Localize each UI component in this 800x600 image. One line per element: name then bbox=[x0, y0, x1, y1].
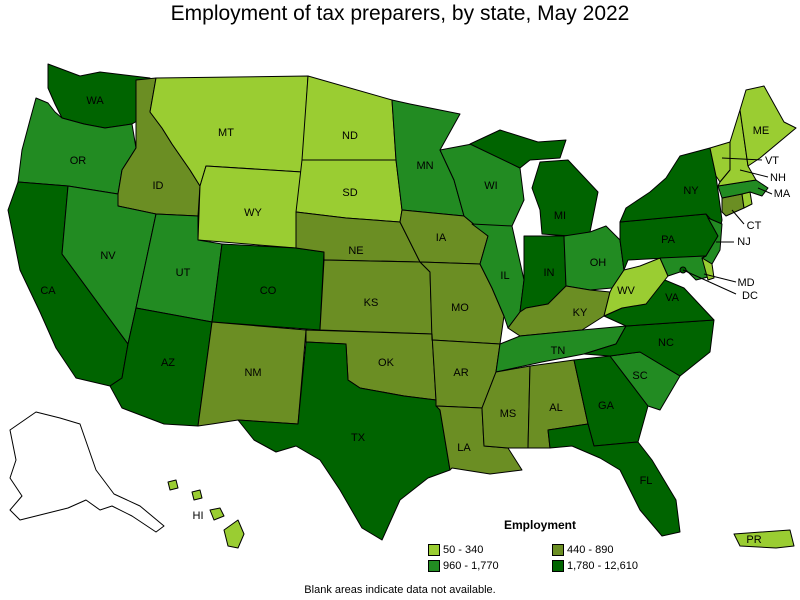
state-label-ks: KS bbox=[364, 297, 379, 309]
state-hi-maui[interactable] bbox=[209, 507, 225, 521]
legend-label-1: 50 - 340 bbox=[443, 544, 484, 556]
state-label-va: VA bbox=[665, 292, 680, 304]
footnote: Blank areas indicate data not available. bbox=[304, 584, 496, 596]
state-label-nd: ND bbox=[342, 130, 358, 142]
state-label-ky: KY bbox=[573, 307, 588, 319]
state-hi-kauai[interactable] bbox=[167, 479, 179, 491]
state-md[interactable] bbox=[659, 255, 713, 281]
state-mi-up[interactable] bbox=[469, 129, 567, 169]
state-wy[interactable] bbox=[197, 165, 303, 249]
legend-item-1: 50 - 340 bbox=[428, 544, 483, 556]
legend-item-3: 960 - 1,770 bbox=[428, 560, 499, 572]
state-hi-oahu[interactable] bbox=[191, 489, 203, 501]
state-label-al: AL bbox=[549, 402, 562, 414]
state-label-ma: MA bbox=[774, 188, 791, 200]
state-label-mt: MT bbox=[218, 127, 234, 139]
state-label-mo: MO bbox=[451, 302, 469, 314]
state-label-mn: MN bbox=[416, 160, 433, 172]
state-label-in: IN bbox=[544, 267, 555, 279]
state-label-ut: UT bbox=[176, 267, 191, 279]
legend-label-3: 960 - 1,770 bbox=[443, 560, 499, 572]
map-title: Employment of tax preparers, by state, M… bbox=[170, 2, 630, 25]
state-label-dc: DC bbox=[742, 290, 758, 302]
state-label-ok: OK bbox=[378, 357, 395, 369]
legend-swatch-4 bbox=[552, 560, 564, 572]
state-label-nc: NC bbox=[658, 337, 674, 349]
state-label-la: LA bbox=[457, 442, 471, 454]
state-label-md: MD bbox=[737, 277, 754, 289]
state-label-ca: CA bbox=[40, 285, 56, 297]
leader-md bbox=[703, 273, 737, 283]
state-label-ne: NE bbox=[348, 245, 363, 257]
legend: Employment 50 - 340 440 - 890 960 - 1,77… bbox=[428, 518, 678, 578]
state-ri[interactable] bbox=[741, 191, 753, 209]
state-label-ct: CT bbox=[747, 220, 762, 232]
state-nd[interactable] bbox=[301, 75, 397, 161]
legend-label-2: 440 - 890 bbox=[567, 544, 614, 556]
state-label-nm: NM bbox=[244, 367, 261, 379]
state-label-sc: SC bbox=[632, 370, 647, 382]
state-de[interactable] bbox=[701, 257, 715, 281]
state-label-oh: OH bbox=[590, 257, 607, 269]
state-label-ga: GA bbox=[598, 400, 615, 412]
legend-item-4: 1,780 - 12,610 bbox=[552, 560, 638, 572]
state-label-hi: HI bbox=[193, 510, 204, 522]
state-label-il: IL bbox=[500, 270, 509, 282]
state-label-ny: NY bbox=[683, 185, 699, 197]
state-mi[interactable] bbox=[531, 159, 599, 237]
state-fl[interactable] bbox=[547, 423, 681, 537]
state-label-wy: WY bbox=[244, 207, 262, 219]
state-tx[interactable] bbox=[237, 341, 451, 541]
state-label-id: ID bbox=[153, 180, 164, 192]
state-label-vt: VT bbox=[765, 155, 779, 167]
state-label-me: ME bbox=[753, 125, 770, 137]
legend-swatch-2 bbox=[552, 544, 564, 556]
state-label-wa: WA bbox=[86, 95, 104, 107]
state-il[interactable] bbox=[471, 223, 525, 329]
state-hi-big[interactable] bbox=[223, 519, 245, 549]
state-label-mi: MI bbox=[554, 210, 566, 222]
state-label-ar: AR bbox=[453, 367, 468, 379]
legend-item-2: 440 - 890 bbox=[552, 544, 613, 556]
state-label-nh: NH bbox=[770, 172, 786, 184]
state-label-pr: PR bbox=[746, 534, 761, 546]
state-labels: WA OR CA ID NV MT WY UT AZ CO NM ND SD NE KS OK TX MN IA MO… bbox=[40, 95, 791, 546]
state-label-co: CO bbox=[260, 285, 277, 297]
state-me[interactable] bbox=[739, 85, 797, 167]
leader-ma bbox=[757, 187, 773, 195]
state-label-tx: TX bbox=[351, 432, 366, 444]
state-wv[interactable] bbox=[603, 257, 669, 317]
state-label-nv: NV bbox=[100, 250, 116, 262]
state-label-sd: SD bbox=[342, 187, 357, 199]
state-label-wi: WI bbox=[484, 180, 497, 192]
state-label-nj: NJ bbox=[737, 236, 750, 248]
leader-vt bbox=[721, 157, 763, 161]
state-label-ia: IA bbox=[436, 232, 447, 244]
legend-swatch-1 bbox=[428, 544, 440, 556]
state-label-az: AZ bbox=[161, 357, 175, 369]
legend-title: Employment bbox=[504, 518, 577, 532]
leader-ct bbox=[731, 209, 745, 225]
state-label-pa: PA bbox=[661, 234, 676, 246]
state-label-tn: TN bbox=[551, 345, 566, 357]
state-label-fl: FL bbox=[640, 475, 653, 487]
state-pr[interactable] bbox=[733, 529, 795, 549]
state-ak[interactable] bbox=[9, 411, 165, 533]
leader-dc bbox=[682, 269, 737, 295]
legend-swatch-3 bbox=[428, 560, 440, 572]
leader-nh bbox=[739, 169, 769, 178]
state-label-ms: MS bbox=[500, 408, 517, 420]
state-label-or: OR bbox=[70, 155, 87, 167]
state-label-wv: WV bbox=[617, 285, 635, 297]
legend-label-4: 1,780 - 12,610 bbox=[567, 560, 638, 572]
